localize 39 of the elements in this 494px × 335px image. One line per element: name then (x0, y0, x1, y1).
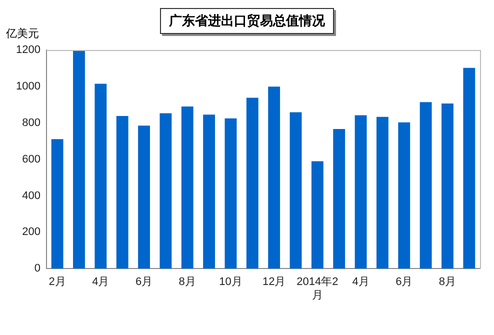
x-tick-label: 10月 (219, 276, 242, 288)
x-tick-label: 2月 (48, 276, 66, 288)
bar (268, 86, 280, 269)
x-tick-label: 12月 (262, 276, 286, 288)
x-tick-label: 8月 (438, 276, 456, 288)
bar (442, 104, 454, 269)
bar (181, 106, 194, 269)
x-tick-label: 4月 (92, 276, 110, 288)
bar (420, 102, 432, 269)
x-tick-label: 2014年2月 (296, 276, 338, 302)
y-axis-title: 亿美元 (6, 26, 39, 41)
y-tick-label: 1200 (16, 44, 40, 56)
bar (290, 112, 302, 269)
bar (94, 84, 107, 269)
chart-title: 广东省进出口贸易总值情况 (160, 8, 334, 34)
y-tick-label: 0 (34, 262, 40, 275)
bar (138, 126, 150, 269)
y-tick-label: 200 (22, 226, 40, 238)
bar (224, 118, 237, 269)
bar (333, 129, 346, 269)
bar (376, 116, 388, 269)
bar (73, 50, 85, 269)
x-tick-label: 6月 (135, 276, 153, 288)
x-tick-label: 8月 (178, 276, 196, 288)
x-tick-label: 4月 (352, 276, 370, 288)
bar (160, 113, 172, 269)
bar (311, 161, 324, 269)
y-tick-label: 600 (22, 153, 40, 166)
x-tick-label: 6月 (396, 276, 413, 288)
bar (463, 68, 476, 269)
y-tick-label: 800 (22, 116, 40, 129)
bar (51, 139, 64, 269)
bar (246, 98, 258, 269)
y-tick-label: 1000 (16, 80, 40, 92)
bar (203, 114, 216, 269)
bar (116, 116, 128, 269)
bar (354, 115, 367, 269)
bar (398, 122, 410, 269)
y-tick-label: 400 (22, 190, 40, 202)
